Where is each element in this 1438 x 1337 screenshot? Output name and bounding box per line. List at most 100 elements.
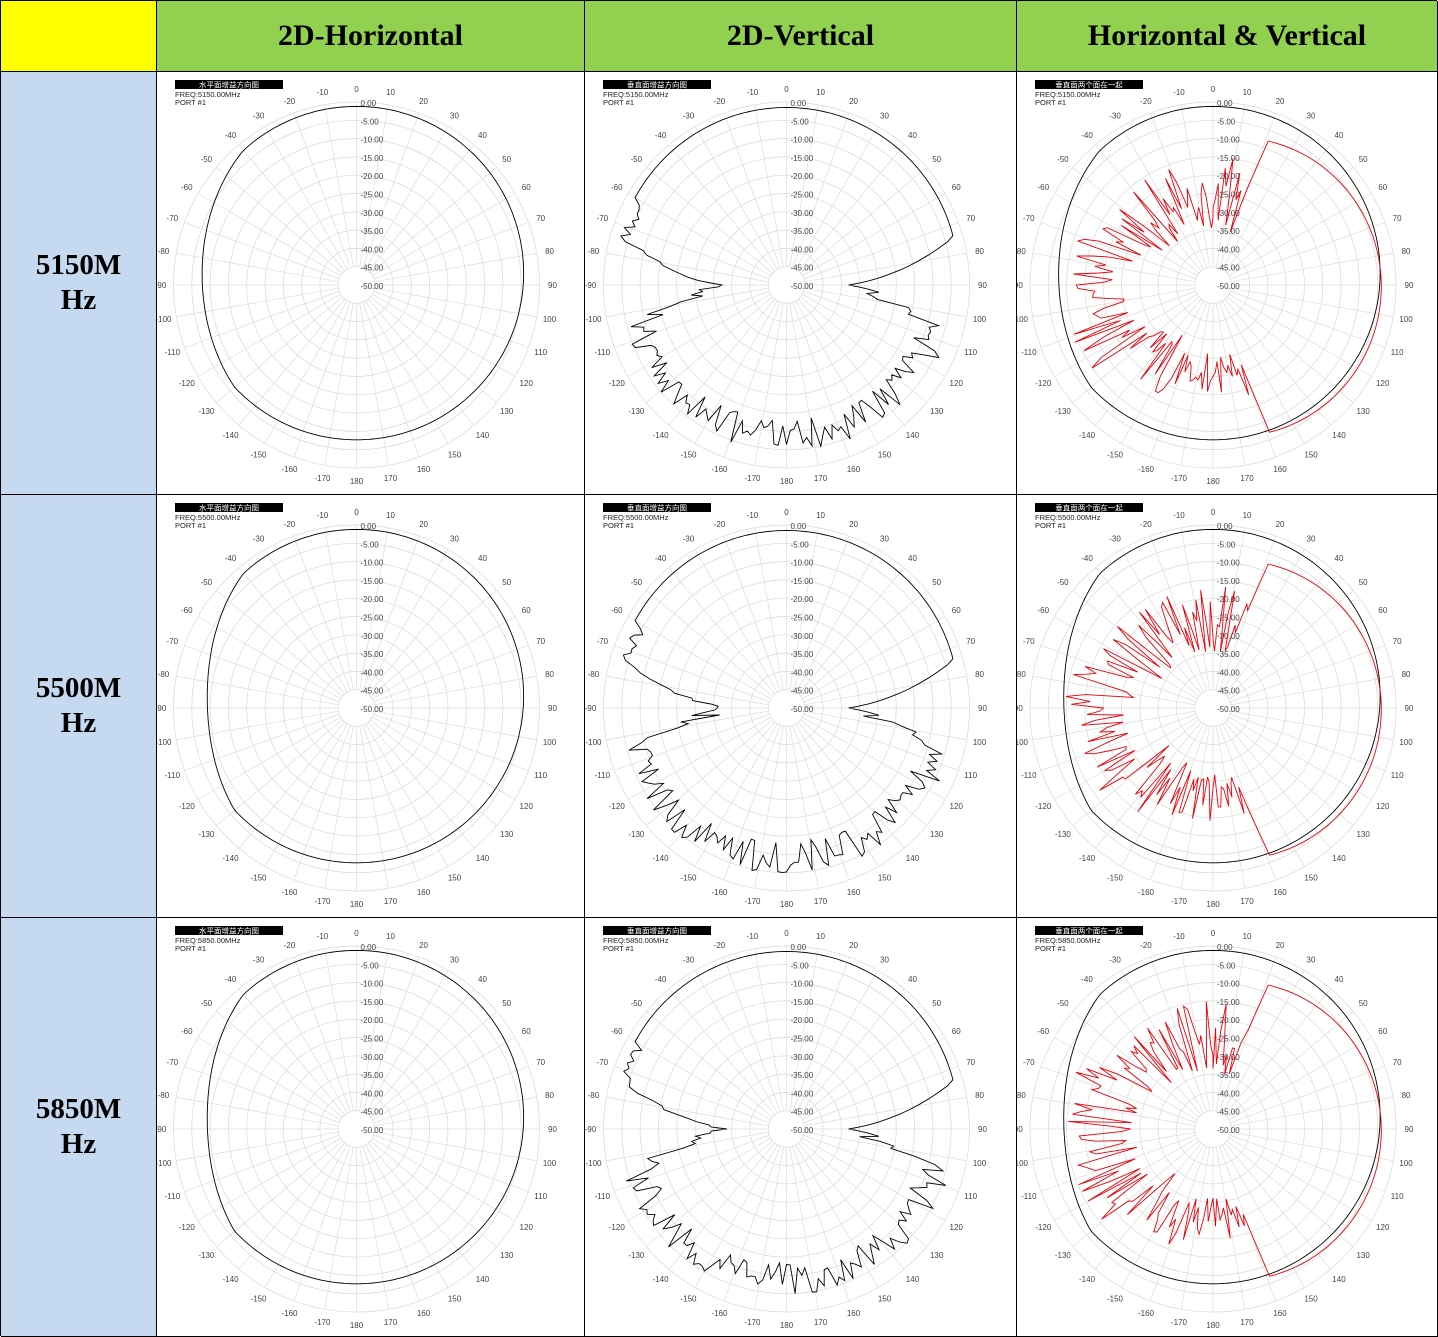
grid-spoke (197, 1137, 341, 1221)
r-tick-label: 0.00 (791, 99, 807, 108)
row-header-5500: 5500M Hz (1, 495, 157, 918)
grid-spoke (359, 302, 389, 466)
theta-tick-label: -90 (157, 704, 167, 713)
row-header-line1: 5150M (35, 249, 122, 281)
grid-spoke (1221, 723, 1305, 867)
theta-tick-label: -130 (628, 407, 645, 416)
grid-spoke (1215, 948, 1246, 1112)
grid-spoke (797, 988, 905, 1116)
grid-spoke (1221, 1144, 1305, 1288)
grid-spoke (176, 1096, 339, 1127)
theta-tick-label: 50 (1359, 578, 1368, 587)
r-tick-label: -25.00 (1217, 191, 1240, 200)
theta-tick-label: 20 (1276, 520, 1285, 529)
theta-tick-label: 30 (1307, 955, 1316, 964)
grid-spoke (1230, 287, 1394, 318)
gain-trace-horizontal (201, 105, 525, 441)
r-tick-label: -5.00 (791, 961, 810, 970)
grid-spoke (324, 527, 354, 691)
theta-tick-label: 10 (1243, 932, 1252, 941)
grid-spoke (197, 1037, 341, 1121)
theta-tick-label: 170 (384, 1318, 398, 1327)
grid-spoke (723, 725, 781, 881)
grid-spoke (324, 104, 354, 268)
grid-spoke (365, 300, 449, 444)
theta-tick-label: 130 (930, 830, 944, 839)
grid-spoke (1180, 104, 1211, 268)
grid-spoke (800, 167, 927, 274)
grid-spoke (1180, 948, 1211, 1112)
r-tick-label: -40.00 (1217, 245, 1240, 254)
theta-tick-label: 110 (534, 771, 547, 780)
r-tick-label: -35.00 (361, 1071, 384, 1080)
grid-spoke (795, 1144, 879, 1288)
theta-tick-label: -100 (1017, 738, 1029, 747)
theta-tick-label: -60 (611, 606, 623, 615)
theta-tick-label: -60 (181, 183, 193, 192)
grid-spoke (1072, 719, 1200, 826)
theta-tick-label: -30 (1109, 111, 1121, 120)
theta-tick-label: 30 (880, 111, 889, 120)
r-tick-label: -45.00 (361, 1108, 384, 1117)
grid-spoke (1221, 126, 1305, 270)
grid-spoke (238, 988, 346, 1116)
grid-spoke (370, 1140, 497, 1247)
grid-spoke (1228, 716, 1372, 800)
grid-spoke (754, 948, 784, 1112)
theta-tick-label: 90 (978, 704, 987, 713)
r-tick-label: -50.00 (361, 282, 384, 291)
theta-tick-label: 90 (978, 1125, 987, 1134)
grid-spoke (800, 1011, 927, 1118)
chart-title-bar (603, 503, 711, 512)
grid-spoke (668, 298, 776, 426)
grid-spoke (795, 723, 879, 867)
grid-spoke (802, 716, 946, 800)
grid-spoke (238, 298, 346, 426)
theta-tick-label: -170 (744, 897, 761, 906)
grid-spoke (1215, 302, 1246, 466)
theta-tick-label: -150 (250, 1295, 267, 1304)
r-tick-label: -10.00 (1217, 980, 1240, 989)
r-tick-label: -50.00 (791, 705, 814, 714)
theta-tick-label: -70 (597, 1058, 609, 1067)
theta-tick-label: -110 (165, 348, 181, 357)
theta-tick-label: 80 (545, 247, 554, 256)
grid-spoke (374, 1131, 537, 1162)
grid-spoke (176, 287, 339, 318)
theta-tick-label: 10 (386, 88, 395, 97)
theta-tick-label: 30 (450, 111, 459, 120)
theta-tick-label: -40 (655, 554, 667, 563)
polar-plot-5850-combined: 0 10 20 30 40 50 60 70 80 90 100 110 120 130 140 150 160… (1017, 918, 1438, 1337)
grid-spoke (1224, 1142, 1331, 1270)
grid-spoke (1228, 193, 1372, 277)
r-tick-label: -20.00 (361, 1016, 384, 1025)
theta-tick-label: 100 (543, 1159, 557, 1168)
theta-tick-label: -90 (157, 1125, 167, 1134)
theta-tick-label: -160 (1138, 1309, 1155, 1318)
r-tick-label: -35.00 (1217, 650, 1240, 659)
r-tick-label: -15.00 (791, 154, 814, 163)
grid-spoke (184, 713, 340, 771)
theta-tick-label: 140 (476, 854, 490, 863)
theta-tick-label: -20 (284, 97, 296, 106)
theta-tick-label: -120 (1035, 802, 1052, 811)
grid-spoke (1095, 1142, 1202, 1270)
grid-spoke (374, 252, 537, 283)
grid-spoke (367, 1142, 475, 1270)
column-header-horizontal: 2D-Horizontal (157, 1, 585, 72)
theta-tick-label: -140 (1079, 1275, 1096, 1284)
grid-spoke (365, 970, 449, 1114)
polar-chart-svg: 0 10 20 30 40 50 60 70 80 90 100 110 120 130 140 150 160… (1017, 503, 1414, 910)
theta-tick-label: -20 (1140, 941, 1152, 950)
r-tick-label: -40.00 (361, 668, 384, 677)
r-tick-label: -25.00 (791, 191, 814, 200)
theta-tick-label: 100 (543, 315, 557, 324)
r-tick-label: -40.00 (791, 245, 814, 254)
r-tick-label: -15.00 (361, 998, 384, 1007)
theta-tick-label: -20 (284, 941, 296, 950)
r-tick-label: -50.00 (1217, 705, 1240, 714)
theta-tick-label: 140 (906, 854, 920, 863)
grid-spoke (802, 293, 946, 377)
grid-spoke (370, 719, 497, 826)
grid-spoke (614, 645, 770, 703)
